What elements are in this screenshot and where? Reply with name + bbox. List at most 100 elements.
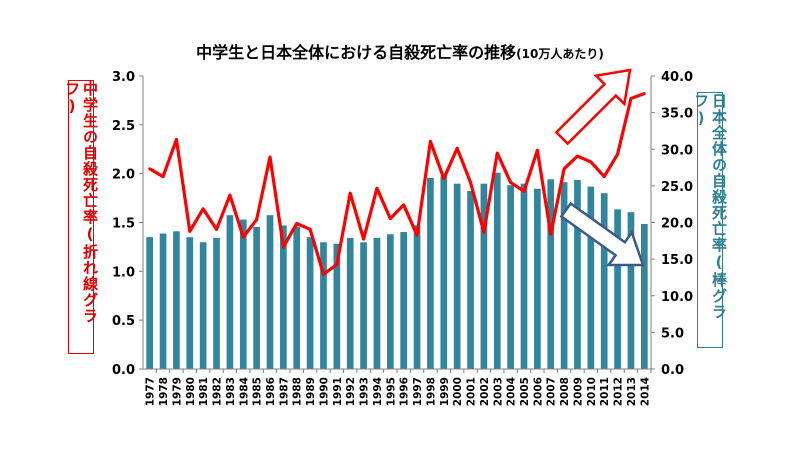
- line-point: [442, 177, 446, 180]
- bar: [480, 183, 488, 369]
- x-tick-label: 1981: [198, 377, 210, 406]
- right-tick-label: 20.0: [661, 217, 693, 232]
- x-tick-label: 2006: [532, 377, 544, 406]
- bar: [280, 225, 287, 369]
- left-tick-label: 1.0: [112, 265, 135, 280]
- bar: [346, 237, 354, 369]
- bar: [413, 225, 421, 369]
- bar: [306, 237, 314, 369]
- line-point: [589, 160, 593, 164]
- line-point: [215, 227, 218, 231]
- right-tick-label: 10.0: [661, 290, 693, 305]
- x-tick-label: 1993: [359, 377, 371, 406]
- line-point: [562, 167, 566, 171]
- left-tick-label: 2.0: [112, 168, 135, 183]
- line-point: [228, 193, 232, 197]
- x-tick-label: 1989: [305, 377, 317, 406]
- bar: [453, 183, 461, 369]
- line-point: [308, 227, 312, 231]
- x-tick-label: 1990: [318, 377, 330, 406]
- line-point: [375, 186, 379, 190]
- line-point: [509, 181, 513, 184]
- x-tick-label: 1984: [238, 377, 250, 406]
- x-tick-label: 2005: [519, 377, 531, 406]
- line-point: [201, 207, 205, 211]
- right-tick-label: 0.0: [661, 363, 684, 378]
- bar: [440, 176, 448, 369]
- line-point: [495, 151, 499, 155]
- x-tick-label: 2003: [492, 377, 504, 406]
- x-tick-label: 2004: [506, 377, 518, 406]
- right-tick-label: 30.0: [661, 143, 693, 158]
- bar: [400, 232, 408, 369]
- x-tick-label: 1986: [265, 377, 277, 406]
- line-point: [469, 181, 472, 184]
- bar: [226, 215, 234, 369]
- x-tick-label: 2001: [466, 377, 478, 406]
- line-point: [268, 155, 272, 159]
- bar: [159, 233, 167, 369]
- bar: [239, 219, 247, 369]
- line-point: [188, 229, 192, 233]
- line-point: [629, 97, 633, 100]
- x-tick-label: 1994: [372, 377, 384, 406]
- bar: [360, 242, 367, 369]
- line-point: [295, 222, 299, 225]
- line-point: [642, 92, 646, 95]
- right-tick-label: 35.0: [661, 107, 693, 122]
- left-tick-label: 3.0: [112, 70, 135, 85]
- line-point: [429, 140, 432, 143]
- x-tick-label: 2009: [572, 377, 584, 406]
- right-tick-label: 5.0: [661, 326, 684, 341]
- line-point: [402, 203, 406, 207]
- line-point: [348, 191, 352, 195]
- line-point: [576, 154, 579, 158]
- line-point: [602, 175, 606, 178]
- bar: [213, 237, 220, 369]
- bar: [320, 242, 327, 369]
- bar: [253, 226, 260, 369]
- bar: [600, 193, 608, 369]
- right-tick-label: 25.0: [661, 180, 693, 195]
- line-point: [616, 152, 619, 156]
- bar: [199, 242, 207, 369]
- bar: [507, 185, 514, 369]
- x-tick-label: 1987: [278, 377, 290, 406]
- line-point: [335, 263, 339, 266]
- x-tick-label: 2011: [599, 377, 611, 406]
- x-tick-label: 1983: [225, 377, 237, 406]
- line-point: [281, 245, 285, 249]
- line-point: [175, 138, 178, 141]
- x-tick-label: 1995: [385, 377, 397, 406]
- line-point: [535, 148, 539, 152]
- left-tick-label: 2.5: [112, 119, 135, 134]
- x-tick-label: 2008: [559, 377, 571, 406]
- x-tick-label: 1997: [412, 377, 424, 406]
- line-point: [482, 230, 486, 234]
- x-tick-label: 1991: [332, 377, 344, 406]
- bar: [146, 237, 154, 369]
- arrow-down-right-icon: [559, 201, 645, 267]
- x-tick-label: 2012: [613, 377, 625, 406]
- line-point: [255, 218, 259, 221]
- x-tick-label: 1978: [158, 377, 170, 406]
- x-tick-label: 2000: [452, 377, 464, 406]
- line-point: [549, 232, 553, 236]
- line-point: [322, 272, 325, 276]
- left-tick-label: 0.5: [112, 314, 135, 329]
- line-point: [455, 146, 459, 150]
- x-tick-label: 1982: [212, 377, 224, 406]
- x-tick-label: 2002: [479, 377, 491, 406]
- line-point: [522, 189, 526, 193]
- arrow-up-right-icon: [554, 68, 632, 146]
- bar: [534, 188, 541, 369]
- bar: [467, 191, 474, 369]
- x-tick-label: 2010: [586, 377, 598, 406]
- chart-title-suffix: (10万人あたり): [516, 46, 604, 61]
- bar: [427, 177, 434, 369]
- bar: [333, 243, 341, 369]
- x-tick-label: 2007: [546, 377, 558, 406]
- x-tick-label: 1977: [145, 377, 157, 406]
- line-point: [148, 167, 152, 171]
- bar: [614, 209, 621, 369]
